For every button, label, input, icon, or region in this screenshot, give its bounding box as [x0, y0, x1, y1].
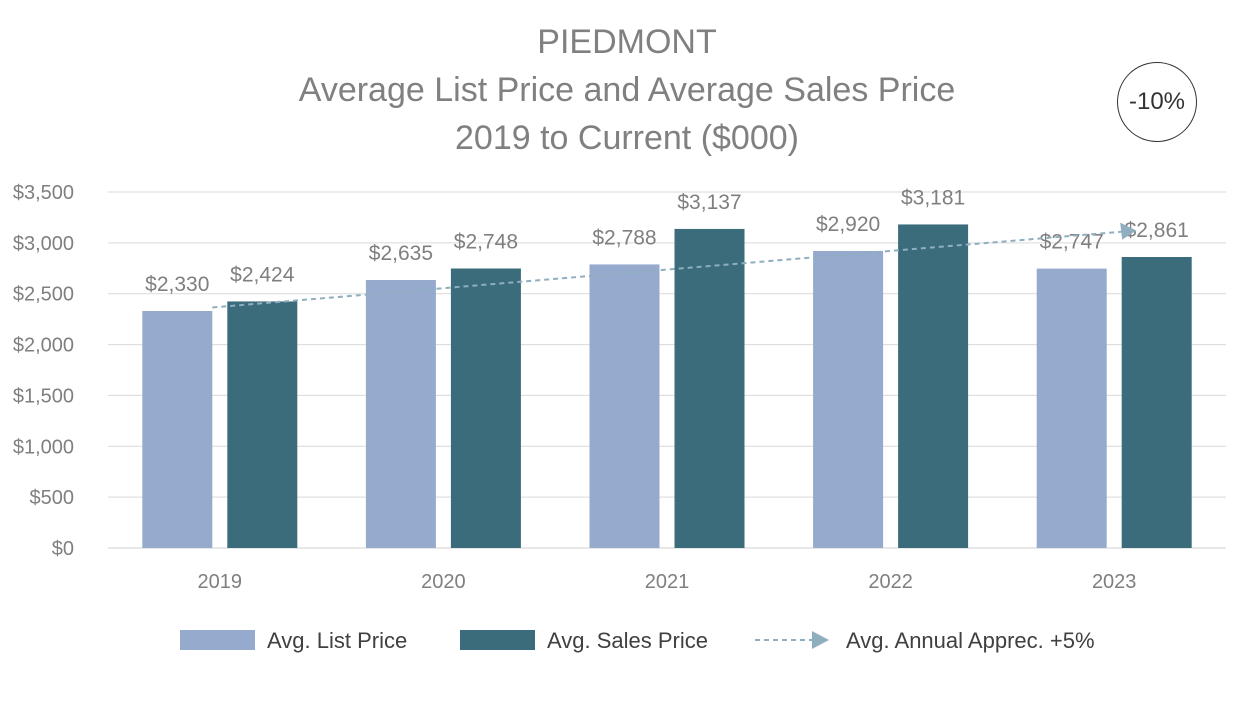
sales-price-label: $2,748 [454, 230, 518, 253]
list-price-label: $2,635 [369, 242, 433, 265]
sales-price-bar [898, 224, 969, 549]
change-badge: -10% [1117, 62, 1197, 142]
y-tick-label: $2,500 [13, 284, 74, 306]
list-price-label: $2,330 [145, 273, 209, 296]
x-tick-label: 2019 [198, 571, 243, 593]
sales-price-label: $2,424 [230, 263, 295, 286]
list-price-bar [589, 264, 660, 548]
y-tick-label: $1,500 [13, 385, 74, 407]
y-tick-label: $500 [30, 487, 75, 509]
list-price-bar [365, 279, 436, 548]
list-price-bar [1036, 268, 1107, 548]
y-tick-label: $3,500 [13, 182, 74, 204]
legend-label-list-price: Avg. List Price [267, 628, 407, 653]
list-price-label: $2,788 [592, 226, 656, 249]
legend-arrowhead [812, 631, 829, 649]
legend-label-sales-price: Avg. Sales Price [547, 628, 708, 653]
list-price-label: $2,920 [816, 213, 880, 236]
sales-price-label: $3,137 [677, 191, 741, 214]
chart-title: PIEDMONT [537, 23, 717, 61]
sales-price-bar [227, 301, 298, 548]
list-price-bar [813, 250, 884, 548]
legend-swatch-list-price [180, 630, 255, 650]
sales-price-bar [450, 268, 521, 548]
y-tick-label: $1,000 [13, 436, 74, 458]
chart-subtitle: Average List Price and Average Sales Pri… [298, 71, 956, 109]
legend-label-trend: Avg. Annual Apprec. +5% [846, 628, 1095, 653]
sales-price-bar [1121, 256, 1192, 548]
y-tick-label: $2,000 [13, 335, 74, 357]
sales-price-label: $2,861 [1125, 219, 1189, 242]
y-tick-label: $0 [52, 538, 74, 560]
trend-line [212, 230, 1123, 309]
sales-price-label: $3,181 [901, 186, 965, 209]
sales-price-bar [674, 228, 745, 548]
x-tick-label: 2021 [645, 571, 690, 593]
chart-subtitle-2: 2019 to Current ($000) [455, 119, 799, 157]
legend-swatch-sales-price [460, 630, 535, 650]
x-tick-label: 2022 [868, 571, 913, 593]
y-tick-label: $3,000 [13, 233, 74, 255]
x-tick-label: 2020 [421, 571, 466, 593]
x-tick-label: 2023 [1092, 571, 1137, 593]
list-price-bar [142, 311, 213, 548]
trend-arrowhead [1120, 222, 1137, 240]
